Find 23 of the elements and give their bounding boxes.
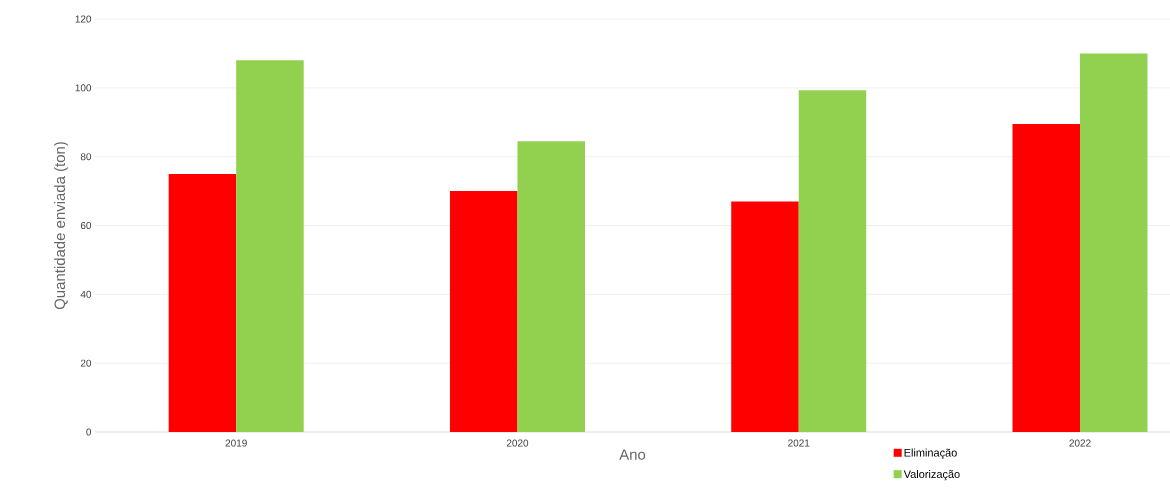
bar: [731, 201, 799, 432]
bar: [168, 173, 237, 432]
y-tick-label: 60: [80, 221, 92, 230]
y-tick-label: 100: [75, 84, 92, 92]
bar: [1080, 53, 1148, 432]
y-tick-label: 80: [80, 153, 92, 161]
y-tick-label: 40: [80, 290, 92, 298]
y-tick-label: 0: [86, 428, 92, 436]
bar: [798, 90, 867, 432]
x-tick-label: 2019: [225, 439, 247, 447]
bar: [449, 191, 518, 432]
x-axis-title: Ano: [619, 449, 646, 460]
x-tick-label: 2021: [788, 439, 810, 447]
x-tick-label: 2020: [506, 439, 529, 447]
legend-label: Eliminação: [904, 448, 957, 459]
bar: [236, 60, 304, 432]
bar: [1012, 123, 1080, 432]
legend-label: Valorização: [903, 470, 960, 481]
y-tick-label: 120: [75, 15, 92, 23]
x-tick-label: 2022: [1069, 439, 1091, 447]
y-tick-label: 20: [80, 359, 92, 367]
bar: [517, 141, 585, 432]
y-axis-title: Quantidade enviada (ton): [54, 142, 69, 310]
